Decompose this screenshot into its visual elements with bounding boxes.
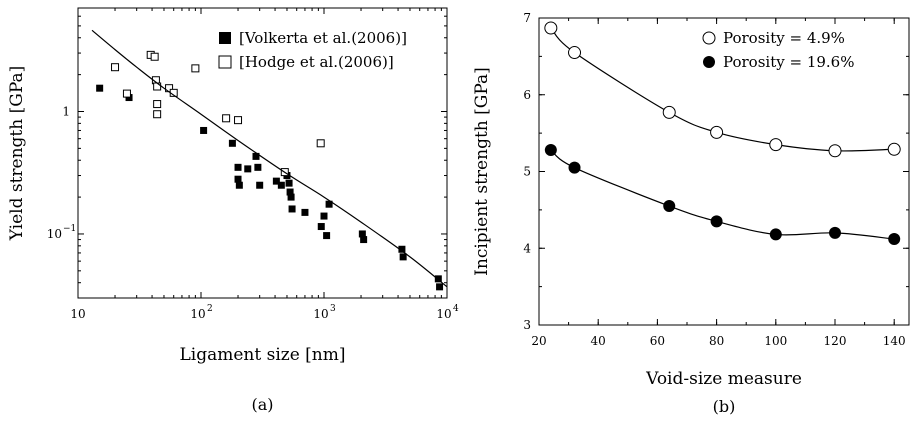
y-tick-label: 6 <box>523 88 531 102</box>
data-point <box>151 53 158 60</box>
y-axis-label: Yield strength [GPa] <box>7 66 27 242</box>
legend-label: [Volkerta et al.(2006)] <box>239 29 407 47</box>
x-tick-label: 10 <box>436 307 451 321</box>
y-tick-label: 10 <box>47 227 62 241</box>
legend-marker-filled-circle <box>703 56 715 68</box>
data-point <box>711 215 723 227</box>
data-point <box>200 127 207 134</box>
legend: [Volkerta et al.(2006)] [Hodge et al.(200… <box>219 29 407 71</box>
data-point <box>711 126 723 138</box>
data-point <box>436 283 443 290</box>
data-point <box>770 228 782 240</box>
data-point <box>154 83 161 90</box>
x-tick-exponent: 3 <box>330 304 336 314</box>
data-point <box>192 65 199 72</box>
x-tick-label: 100 <box>764 334 787 348</box>
data-point <box>317 140 324 147</box>
data-point <box>829 227 841 239</box>
legend-item: [Hodge et al.(2006)] <box>219 53 394 71</box>
y-tick-exponent: −1 <box>63 224 76 234</box>
data-point <box>770 139 782 151</box>
data-point <box>663 200 675 212</box>
data-point <box>360 236 367 243</box>
x-tick-label: 140 <box>883 334 906 348</box>
y-tick-label: 1 <box>62 104 70 118</box>
series-2 <box>545 144 900 245</box>
data-point <box>112 64 119 71</box>
legend-marker-open-square <box>219 56 231 68</box>
x-tick-label: 10 <box>70 307 85 321</box>
legend-item: Porosity = 4.9% <box>703 29 845 47</box>
data-point <box>286 180 293 187</box>
data-point <box>569 162 581 174</box>
legend-item: [Volkerta et al.(2006)] <box>219 29 407 47</box>
data-point <box>235 176 242 183</box>
legend-label: Porosity = 19.6% <box>723 53 854 71</box>
series-1 <box>96 85 443 291</box>
series-line <box>551 150 894 239</box>
data-point <box>289 205 296 212</box>
data-point <box>288 194 295 201</box>
x-tick-exponent: 4 <box>453 304 459 314</box>
data-point <box>244 165 251 172</box>
chart-b: 20 40 60 80 100 120 140 3 4 5 6 7 Void-size measure I… <box>472 11 909 416</box>
data-point <box>235 117 242 124</box>
y-axis-label: Incipient strength [GPa] <box>472 67 492 276</box>
panel-caption: (b) <box>713 397 736 416</box>
data-point <box>400 253 407 260</box>
x-tick-label: 10 <box>190 307 205 321</box>
plot-frame <box>78 8 447 298</box>
data-point <box>545 22 557 34</box>
data-point <box>321 213 328 220</box>
data-point <box>154 101 161 108</box>
x-tick-label: 120 <box>824 334 847 348</box>
data-point <box>235 164 242 171</box>
data-point <box>545 144 557 156</box>
x-tick-label: 60 <box>650 334 665 348</box>
y-tick-label: 7 <box>523 11 531 25</box>
x-tick-label: 40 <box>591 334 606 348</box>
legend-marker-open-circle <box>703 32 715 44</box>
data-point <box>123 90 130 97</box>
data-point <box>254 164 261 171</box>
data-point <box>223 115 230 122</box>
y-tick-label: 4 <box>523 241 531 255</box>
data-point <box>278 182 285 189</box>
data-point <box>256 182 263 189</box>
data-point <box>301 209 308 216</box>
data-point <box>96 85 103 92</box>
legend-marker-filled-square <box>219 32 231 44</box>
legend-label: [Hodge et al.(2006)] <box>239 53 394 71</box>
data-point <box>154 111 161 118</box>
data-point <box>663 106 675 118</box>
x-tick-label: 10 <box>313 307 328 321</box>
data-point <box>236 182 243 189</box>
data-point <box>888 143 900 155</box>
data-point <box>323 232 330 239</box>
data-point <box>229 140 236 147</box>
y-tick-label: 3 <box>523 318 531 332</box>
x-tick-label: 80 <box>709 334 724 348</box>
x-axis-label: Ligament size [nm] <box>179 345 345 365</box>
y-tick-label: 5 <box>523 165 531 179</box>
legend: Porosity = 4.9% Porosity = 19.6% <box>703 29 854 71</box>
x-tick-exponent: 2 <box>207 304 213 314</box>
x-tick-label: 20 <box>531 334 546 348</box>
legend-item: Porosity = 19.6% <box>703 53 854 71</box>
panel-caption: (a) <box>251 395 273 414</box>
data-point <box>318 223 325 230</box>
x-axis-label: Void-size measure <box>645 369 802 389</box>
data-point <box>829 145 841 157</box>
data-point <box>888 233 900 245</box>
data-point <box>569 47 581 59</box>
legend-label: Porosity = 4.9% <box>723 29 845 47</box>
